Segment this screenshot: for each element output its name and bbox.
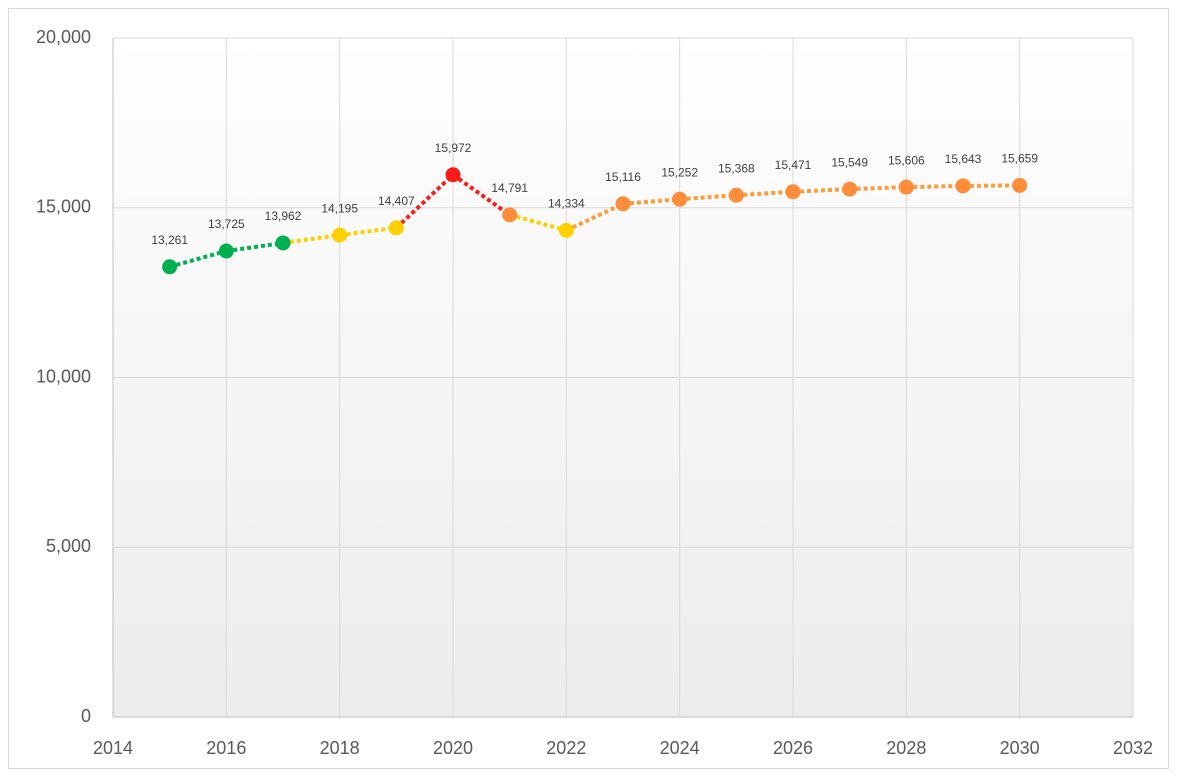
data-point [558, 222, 574, 238]
data-label: 13,725 [208, 217, 245, 231]
data-label: 14,195 [321, 201, 358, 215]
line-segment [226, 241, 284, 254]
x-tick-label: 2024 [660, 738, 700, 758]
data-point [728, 187, 744, 203]
line-segment [736, 189, 794, 198]
data-point [162, 259, 178, 275]
line-segment [849, 185, 907, 192]
data-label: 15,549 [831, 155, 868, 169]
line-segment [169, 249, 227, 269]
data-label: 15,643 [945, 152, 982, 166]
x-tick-label: 2016 [206, 738, 246, 758]
data-point [842, 181, 858, 197]
data-point [332, 227, 348, 243]
x-tick-label: 2026 [773, 738, 813, 758]
line-segment [394, 173, 455, 230]
data-label: 14,334 [548, 197, 585, 211]
data-label: 15,972 [435, 141, 472, 155]
x-tick-label: 2032 [1113, 738, 1153, 758]
data-label: 13,261 [151, 233, 188, 247]
data-label: 15,659 [1001, 152, 1038, 166]
data-point [218, 243, 234, 259]
x-tick-label: 2018 [320, 738, 360, 758]
data-label: 14,407 [378, 194, 415, 208]
y-tick-label: 15,000 [36, 197, 91, 217]
data-label: 13,962 [265, 209, 302, 223]
data-point [502, 207, 518, 223]
line-segment [792, 187, 850, 194]
data-point [955, 178, 971, 194]
data-point [275, 235, 291, 251]
line-segment [906, 183, 964, 190]
data-point [898, 179, 914, 195]
data-label: 15,606 [888, 153, 925, 167]
data-point [388, 220, 404, 236]
x-tick-label: 2030 [1000, 738, 1040, 758]
line-segment [679, 193, 737, 202]
x-tick-label: 2020 [433, 738, 473, 758]
data-label: 14,791 [491, 181, 528, 195]
data-point [445, 167, 461, 183]
data-label: 15,116 [605, 170, 641, 184]
x-tick-label: 2022 [546, 738, 586, 758]
line-segment [282, 233, 340, 245]
y-tick-label: 5,000 [46, 536, 91, 556]
data-label: 15,368 [718, 161, 755, 175]
line-segment [962, 183, 1020, 188]
data-point [785, 184, 801, 200]
y-tick-label: 0 [81, 706, 91, 726]
line-segment [451, 173, 511, 217]
data-label: 15,471 [775, 158, 812, 172]
data-label: 15,252 [661, 165, 698, 179]
y-tick-label: 10,000 [36, 366, 91, 386]
data-point [672, 191, 688, 207]
y-tick-label: 20,000 [36, 27, 91, 47]
line-segment [339, 225, 397, 238]
x-tick-label: 2028 [886, 738, 926, 758]
data-point [615, 196, 631, 212]
line-segment [565, 202, 624, 233]
line-segment [509, 212, 567, 233]
line-segment [622, 197, 680, 206]
data-point [1012, 177, 1028, 193]
x-tick-label: 2014 [93, 738, 133, 758]
marks: 13,261 13,725 13,962 14,195 14,407 15,972 14,7… [151, 141, 1038, 275]
